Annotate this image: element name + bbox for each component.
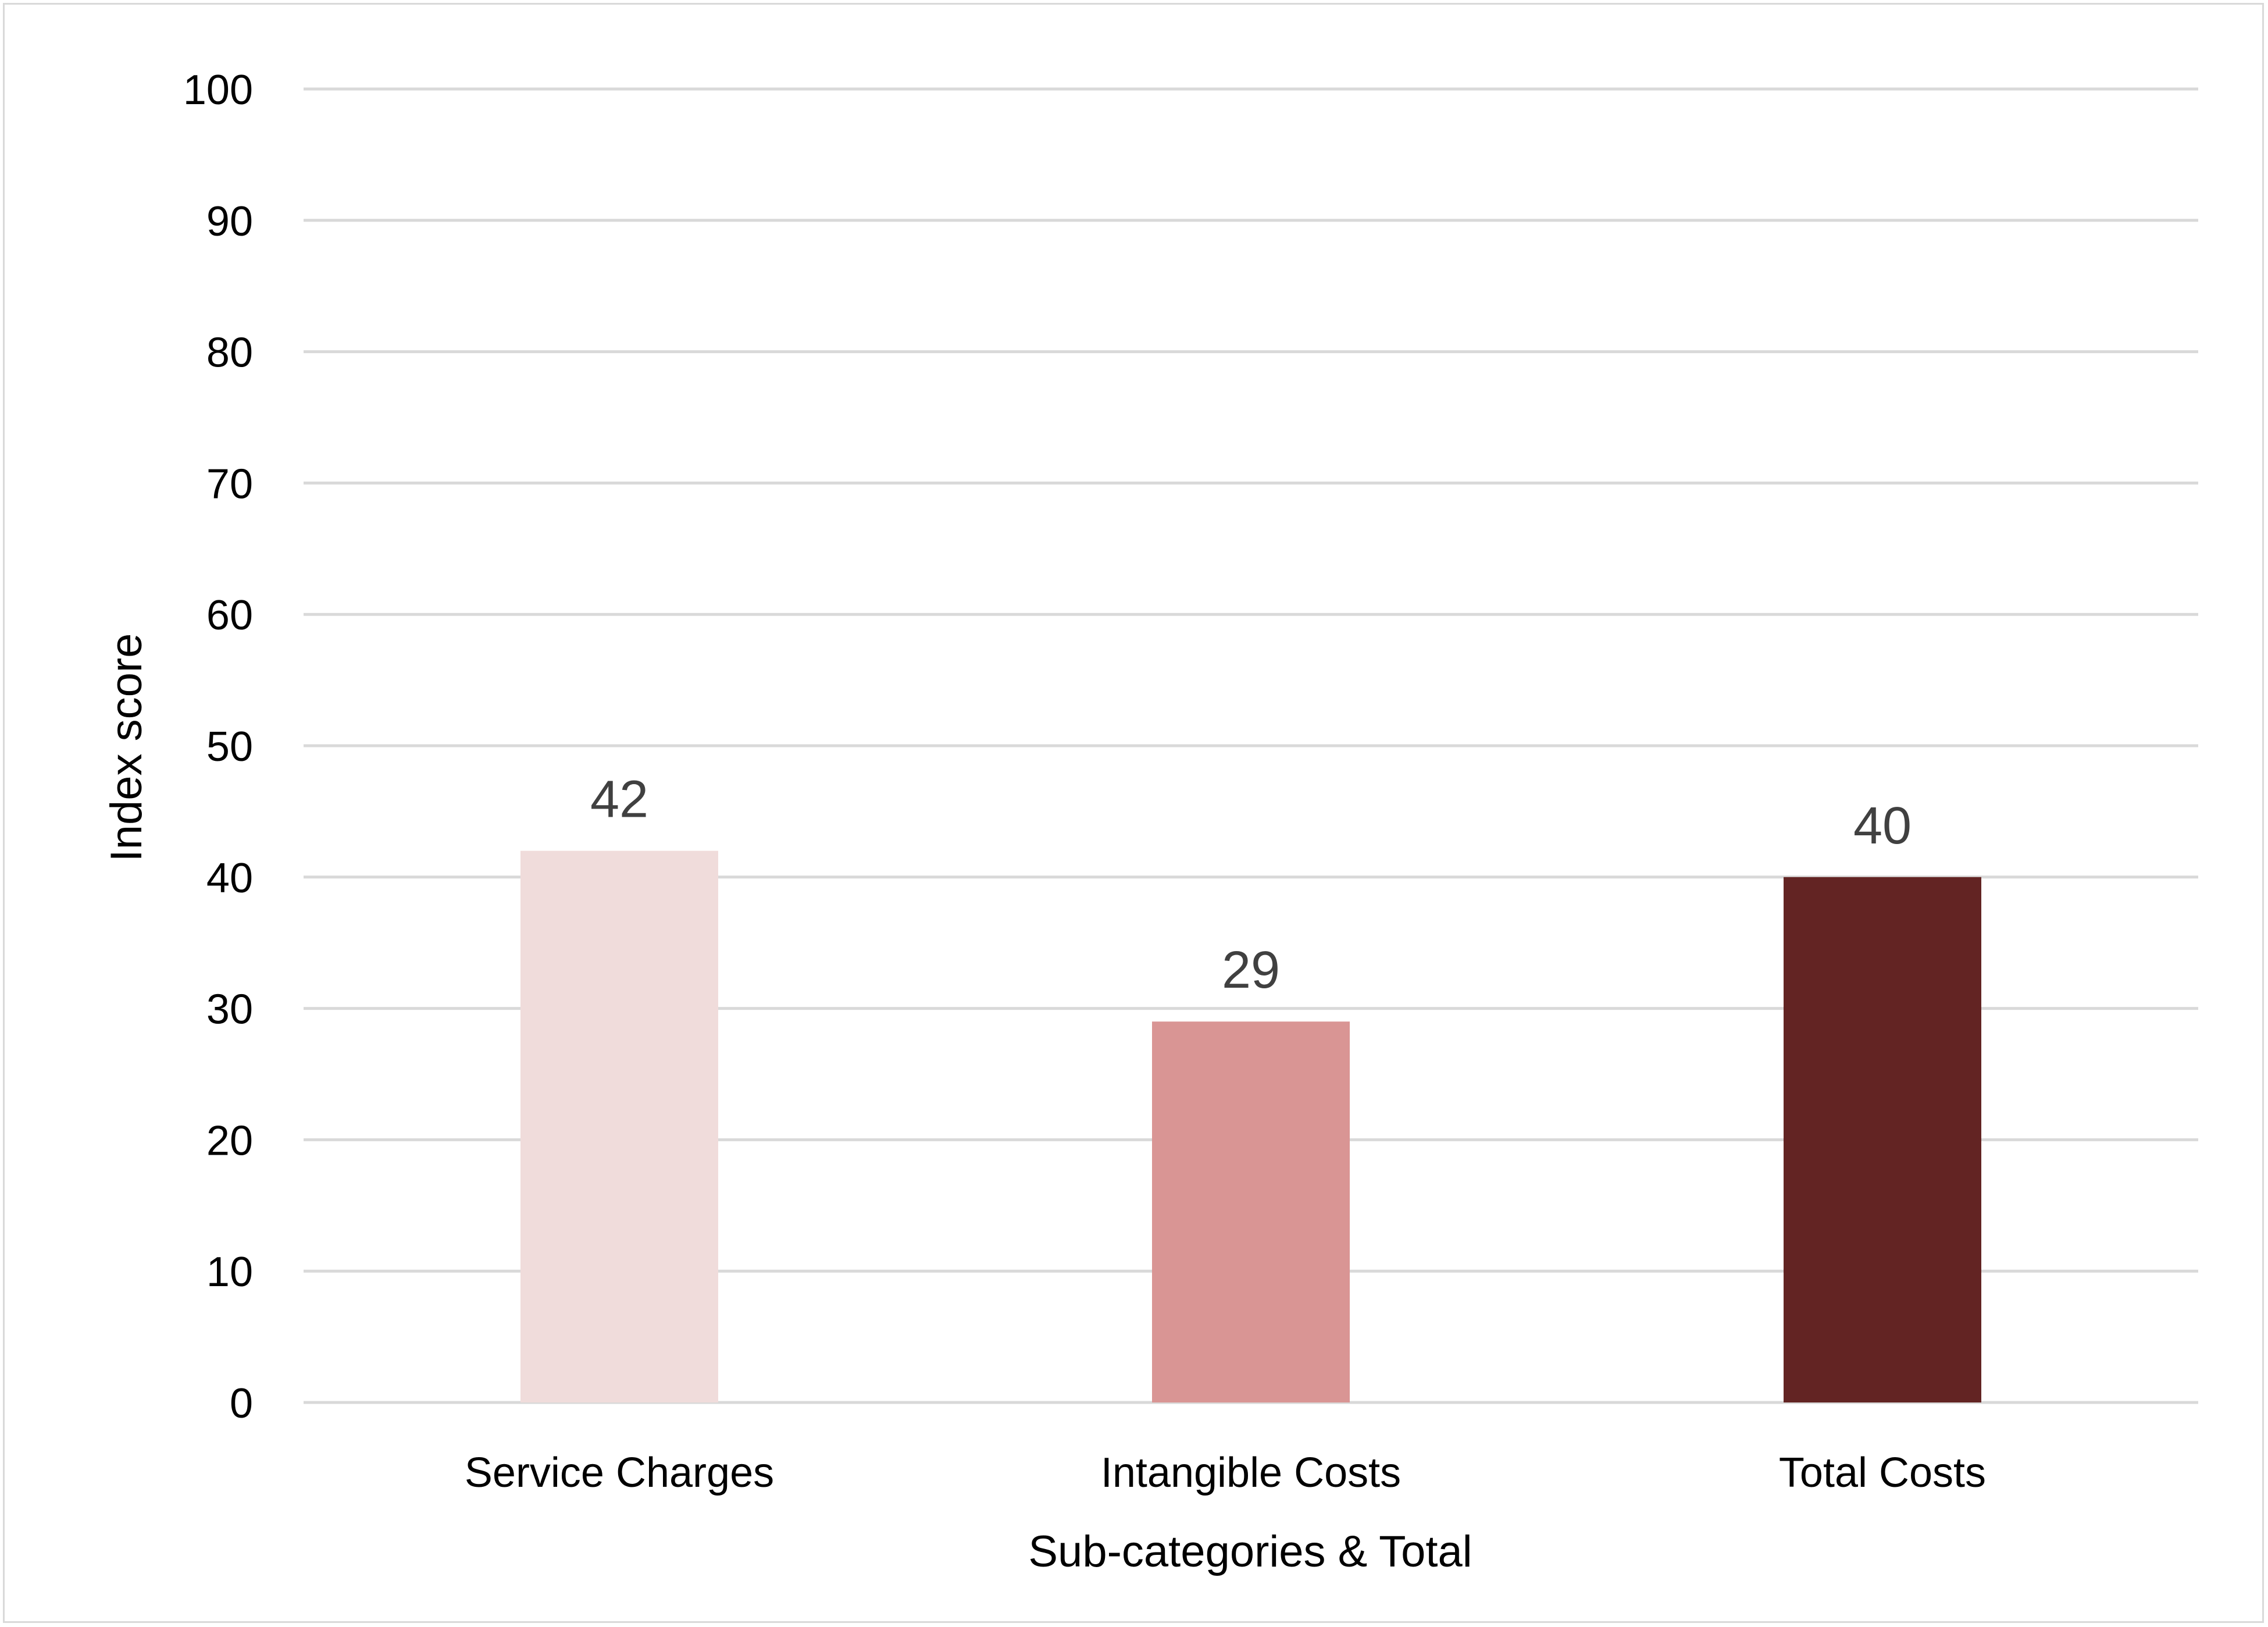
data-label: 42: [590, 771, 648, 829]
x-tick-label: Intangible Costs: [1101, 1450, 1401, 1496]
bars: [520, 850, 1981, 1402]
data-labels: 42 29 40: [590, 771, 1912, 1000]
data-label: 40: [1853, 797, 1912, 855]
y-tick-label: 70: [206, 461, 253, 507]
y-axis-ticks: 0 10 20 30 40 50 60 70 80 90 100: [183, 67, 253, 1427]
x-axis-title: Sub-categories & Total: [1028, 1527, 1472, 1576]
y-tick-label: 60: [206, 592, 253, 639]
bar: [1152, 1021, 1350, 1402]
y-tick-label: 50: [206, 724, 253, 770]
bar: [1784, 877, 1981, 1402]
y-axis-title: Index score: [102, 633, 151, 862]
y-tick-label: 90: [206, 198, 253, 245]
y-tick-label: 100: [183, 67, 253, 113]
x-tick-label: Total Costs: [1779, 1450, 1986, 1496]
y-tick-label: 80: [206, 330, 253, 376]
y-tick-label: 20: [206, 1117, 253, 1164]
x-axis-ticks: Service Charges Intangible Costs Total Cos…: [465, 1450, 1986, 1496]
x-tick-label: Service Charges: [465, 1450, 774, 1496]
y-tick-label: 0: [230, 1380, 253, 1427]
bar: [520, 850, 718, 1402]
data-label: 29: [1222, 941, 1280, 999]
y-tick-label: 30: [206, 987, 253, 1033]
y-tick-label: 10: [206, 1249, 253, 1295]
y-tick-label: 40: [206, 855, 253, 902]
